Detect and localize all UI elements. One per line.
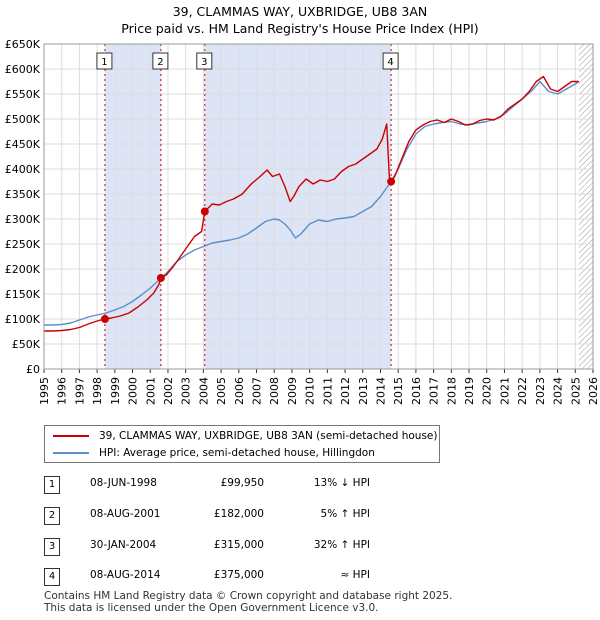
transaction-row: 3 30-JAN-2004 £315,000 32% ↑ HPI (44, 538, 444, 556)
y-tick-label: £100K (5, 313, 41, 326)
transaction-marker: 2 (44, 507, 60, 525)
y-tick-label: £50K (12, 338, 41, 351)
legend-swatch-property (53, 435, 89, 437)
footer-copyright: Contains HM Land Registry data © Crown c… (44, 590, 453, 602)
x-tick-label: 2006 (233, 377, 246, 405)
hpi-line (44, 80, 580, 326)
x-tick-label: 2024 (552, 377, 565, 405)
transaction-label-box (152, 52, 169, 70)
chart-subtitle: Price paid vs. HM Land Registry's House … (121, 21, 479, 36)
x-tick-label: 1996 (56, 377, 69, 405)
y-tick-label: £300K (5, 213, 41, 226)
legend-label-hpi: HPI: Average price, semi-detached house,… (99, 447, 375, 459)
transaction-label: 4 (387, 57, 393, 68)
plot-frame (43, 43, 594, 370)
transaction-date: 08-JUN-1998 (90, 477, 157, 489)
transaction-price: £99,950 (220, 477, 264, 489)
x-tick-label: 2022 (516, 377, 529, 405)
y-tick-label: £250K (5, 238, 41, 251)
x-tick-label: 2012 (339, 377, 352, 405)
x-tick-label: 2010 (304, 377, 317, 405)
x-tick-label: 2018 (445, 377, 458, 405)
x-tick-label: 2014 (374, 377, 387, 405)
transaction-label-box (196, 52, 213, 70)
x-tick-label: 2016 (410, 377, 423, 405)
transaction-point (387, 177, 396, 186)
legend-label-property: 39, CLAMMAS WAY, UXBRIDGE, UB8 3AN (semi… (99, 430, 438, 442)
y-tick-label: £0 (26, 363, 40, 376)
y-tick-label: £450K (5, 138, 41, 151)
legend-item-hpi: HPI: Average price, semi-detached house,… (53, 445, 433, 461)
transaction-hpi: ≈ HPI (340, 569, 370, 581)
x-tick-label: 1998 (91, 377, 104, 405)
ownership-period (204, 44, 392, 369)
x-tick-label: 2011 (321, 377, 334, 405)
property-price-line (44, 75, 579, 332)
y-tick-label: £350K (5, 188, 41, 201)
y-tick-label: £650K (5, 38, 41, 51)
y-tick-label: £400K (5, 163, 41, 176)
transaction-row: 2 08-AUG-2001 £182,000 5% ↑ HPI (44, 507, 444, 525)
x-tick-label: 2009 (286, 377, 299, 405)
x-tick-label: 2007 (251, 377, 264, 405)
y-tick-label: £500K (5, 113, 41, 126)
x-tick-label: 2008 (268, 377, 281, 405)
x-tick-label: 2003 (180, 377, 193, 405)
x-tick-label: 2000 (127, 377, 140, 405)
transaction-price: £315,000 (213, 539, 264, 551)
x-tick-label: 1997 (73, 377, 86, 405)
x-tick-label: 2017 (428, 377, 441, 405)
transaction-hpi: 13% ↓ HPI (313, 477, 370, 489)
transaction-label: 1 (101, 57, 107, 68)
chart-title: 39, CLAMMAS WAY, UXBRIDGE, UB8 3AN (172, 4, 428, 19)
transaction-label: 3 (201, 57, 207, 68)
transaction-hpi: 5% ↑ HPI (320, 508, 370, 520)
legend-swatch-hpi (53, 452, 89, 454)
transaction-marker: 1 (44, 476, 60, 494)
transaction-date: 08-AUG-2001 (90, 508, 161, 520)
x-tick-label: 2023 (534, 377, 547, 405)
transaction-label-box (382, 52, 399, 70)
transaction-date: 30-JAN-2004 (90, 539, 157, 551)
future-hatch (578, 44, 593, 369)
x-tick-label: 2020 (481, 377, 494, 405)
transaction-marker: 3 (44, 538, 60, 556)
footer-license: This data is licensed under the Open Gov… (44, 602, 379, 614)
transaction-point (156, 274, 165, 282)
x-tick-label: 2025 (569, 377, 582, 405)
transaction-date: 08-AUG-2014 (90, 569, 161, 581)
y-tick-label: £550K (5, 88, 41, 101)
y-tick-label: £200K (5, 263, 41, 276)
transaction-row: 1 08-JUN-1998 £99,950 13% ↓ HPI (44, 476, 444, 494)
x-tick-label: 2002 (162, 377, 175, 405)
transaction-price: £182,000 (213, 508, 264, 520)
x-tick-label: 1995 (38, 377, 51, 405)
x-tick-label: 2013 (357, 377, 370, 405)
x-tick-label: 2019 (463, 377, 476, 405)
transaction-label: 2 (157, 57, 163, 68)
transaction-point (100, 315, 109, 324)
transaction-price: £375,000 (213, 569, 264, 581)
transaction-marker: 4 (44, 568, 60, 586)
legend-item-property: 39, CLAMMAS WAY, UXBRIDGE, UB8 3AN (semi… (53, 428, 437, 444)
x-tick-label: 2015 (392, 377, 405, 405)
x-tick-label: 2001 (144, 377, 157, 405)
price-chart: £0 £50K £100K £150K £200K £250K £300K £350K £400… (5, 38, 600, 405)
x-tick-label: 2026 (587, 377, 600, 405)
transaction-hpi: 32% ↑ HPI (313, 539, 370, 551)
transaction-row: 4 08-AUG-2014 £375,000 ≈ HPI (44, 568, 444, 586)
transaction-point (200, 207, 209, 216)
y-tick-label: £600K (5, 63, 41, 76)
transaction-label-box (96, 52, 113, 70)
x-tick-label: 2005 (215, 377, 228, 405)
x-tick-label: 2004 (197, 377, 210, 405)
x-tick-label: 2021 (498, 377, 511, 405)
x-tick-label: 1999 (109, 377, 122, 405)
y-tick-label: £150K (5, 288, 41, 301)
legend: 39, CLAMMAS WAY, UXBRIDGE, UB8 3AN (semi… (44, 425, 440, 463)
